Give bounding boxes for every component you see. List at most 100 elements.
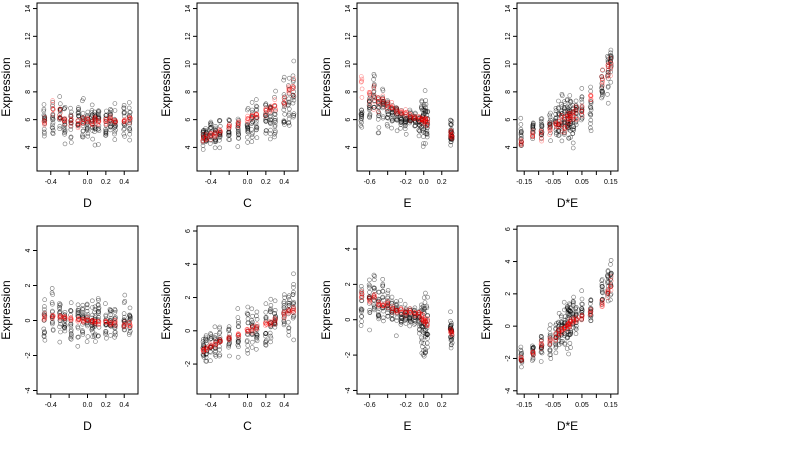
data-point bbox=[449, 134, 455, 139]
data-point bbox=[412, 320, 418, 326]
data-point bbox=[448, 334, 454, 340]
data-point bbox=[57, 316, 63, 321]
data-point bbox=[366, 98, 372, 104]
data-point bbox=[62, 119, 67, 125]
data-point bbox=[371, 86, 377, 91]
data-point bbox=[113, 314, 118, 320]
data-point bbox=[57, 101, 63, 106]
data-point bbox=[245, 134, 250, 140]
data-point bbox=[268, 306, 274, 312]
y-tick-label: 4 bbox=[25, 248, 32, 252]
data-point bbox=[42, 120, 47, 125]
data-point bbox=[566, 119, 572, 125]
data-point bbox=[127, 115, 132, 121]
data-point bbox=[425, 344, 430, 350]
data-point bbox=[359, 291, 364, 296]
data-point bbox=[249, 120, 254, 126]
data-point bbox=[286, 326, 291, 331]
data-point bbox=[96, 333, 101, 339]
data-point bbox=[254, 115, 260, 121]
data-point bbox=[518, 130, 524, 136]
x-tick-label: 0.15 bbox=[604, 179, 618, 186]
data-point bbox=[380, 303, 386, 308]
data-point bbox=[559, 328, 565, 334]
data-point bbox=[605, 268, 611, 273]
data-point bbox=[367, 277, 372, 283]
data-point bbox=[227, 337, 232, 343]
data-point bbox=[416, 117, 422, 123]
data-point bbox=[390, 306, 396, 311]
data-point bbox=[518, 357, 524, 363]
data-point bbox=[253, 326, 259, 332]
data-point bbox=[250, 324, 255, 330]
data-point bbox=[68, 316, 73, 322]
black-points-layer bbox=[41, 94, 133, 148]
data-point bbox=[424, 120, 430, 126]
data-point bbox=[359, 116, 364, 122]
data-point bbox=[394, 308, 400, 313]
data-point bbox=[571, 299, 576, 305]
data-point bbox=[599, 304, 605, 310]
data-point bbox=[62, 118, 68, 123]
data-point bbox=[424, 132, 430, 137]
data-point bbox=[565, 322, 571, 327]
data-point bbox=[403, 107, 408, 112]
data-point bbox=[573, 309, 579, 315]
data-point bbox=[62, 314, 68, 319]
data-point bbox=[371, 294, 377, 300]
data-point bbox=[518, 354, 524, 360]
data-point bbox=[57, 312, 63, 318]
data-point bbox=[217, 131, 222, 137]
data-point bbox=[92, 129, 97, 134]
data-point bbox=[399, 110, 404, 116]
data-point bbox=[403, 123, 408, 128]
data-point bbox=[407, 323, 413, 329]
data-point bbox=[62, 141, 68, 147]
data-point bbox=[394, 109, 400, 115]
data-point bbox=[605, 72, 611, 78]
data-point bbox=[80, 98, 85, 104]
data-point bbox=[213, 130, 218, 136]
data-point bbox=[253, 127, 259, 133]
data-point bbox=[407, 118, 413, 123]
data-point bbox=[42, 121, 48, 126]
data-point bbox=[568, 321, 573, 327]
data-point bbox=[394, 301, 400, 307]
data-point bbox=[122, 298, 128, 304]
y-tick-label: 2 bbox=[345, 282, 352, 286]
data-point bbox=[568, 113, 573, 119]
data-point bbox=[538, 349, 544, 355]
data-point bbox=[608, 55, 613, 61]
data-point bbox=[367, 297, 373, 303]
data-point bbox=[530, 133, 535, 138]
data-point bbox=[371, 277, 377, 283]
data-point bbox=[227, 122, 232, 127]
data-point bbox=[573, 317, 579, 322]
data-point bbox=[423, 98, 429, 103]
data-point bbox=[84, 121, 90, 127]
data-point bbox=[367, 105, 372, 110]
data-point bbox=[372, 99, 377, 105]
data-point bbox=[566, 320, 572, 326]
data-point bbox=[267, 330, 273, 336]
data-point bbox=[121, 324, 127, 330]
data-point bbox=[385, 295, 390, 301]
data-point bbox=[574, 311, 580, 317]
data-point bbox=[547, 121, 552, 127]
data-point bbox=[112, 101, 118, 106]
data-point bbox=[107, 321, 113, 327]
data-point bbox=[41, 102, 47, 107]
data-point bbox=[608, 69, 614, 75]
black-points-layer bbox=[200, 58, 297, 152]
data-point bbox=[112, 125, 117, 130]
data-point bbox=[376, 99, 382, 104]
data-point bbox=[538, 128, 544, 134]
data-point bbox=[579, 296, 585, 302]
data-point bbox=[538, 333, 544, 339]
data-point bbox=[281, 314, 287, 320]
data-point bbox=[272, 316, 277, 321]
data-point bbox=[113, 118, 118, 124]
data-point bbox=[558, 113, 564, 118]
data-point bbox=[62, 127, 68, 132]
